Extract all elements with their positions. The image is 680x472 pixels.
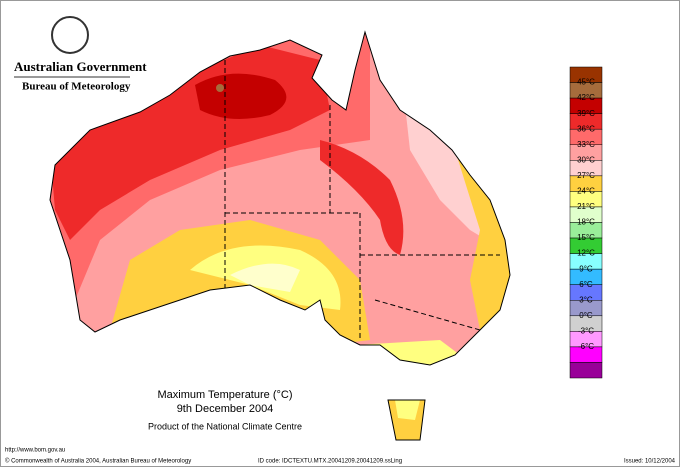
map-date: 9th December 2004 [177,403,274,415]
coastline [49,30,511,441]
legend-label: 30°C [577,155,595,164]
footer-issued: Issued: 10/12/2004 [624,459,676,465]
footer-copyright: © Commonwealth of Australia 2004, Austra… [5,458,191,465]
legend-label: 6°C [579,280,593,289]
legend-label: 45°C [577,78,595,87]
zone [195,73,287,119]
map-credit: Product of the National Climate Centre [148,421,302,431]
legend-label: 39°C [577,109,595,118]
agency-name: Australian Government [14,59,147,74]
legend-label: 3°C [579,295,593,304]
zone [395,400,420,420]
border [374,299,481,331]
zone [230,263,300,292]
map-title: Maximum Temperature (°C) [157,389,292,401]
footer-id: ID code: IDCTEXTU.MTX.20041209.20041209.… [258,459,402,465]
legend-label: 12°C [577,249,595,258]
zone [216,84,224,92]
logo: Australian Government Bureau of Meteorol… [14,16,147,93]
legend-label: 24°C [577,187,595,196]
bureau-name: Bureau of Meteorology [22,81,131,93]
legend-label: 18°C [577,218,595,227]
legend-label: 42°C [577,93,595,102]
legend-label: 0°C [579,311,593,320]
legend: 45°C 42°C 39°C 36°C 33°C 30°C 27°C 24°C 21°C 18°C… [569,66,603,379]
legend-label: 33°C [577,140,595,149]
legend-label: 27°C [577,171,595,180]
legend-label: 21°C [577,202,595,211]
legend-label: 9°C [579,264,593,273]
legend-label: -6°C [578,342,594,351]
legend-label: 15°C [577,233,595,242]
zone [320,140,404,255]
footer-url: http://www.bom.gov.au [5,448,65,454]
state-borders [224,60,500,338]
crest [51,16,89,54]
legend-label: -3°C [578,326,594,335]
legend-swatch [569,362,603,379]
legend-label: 36°C [577,124,595,133]
